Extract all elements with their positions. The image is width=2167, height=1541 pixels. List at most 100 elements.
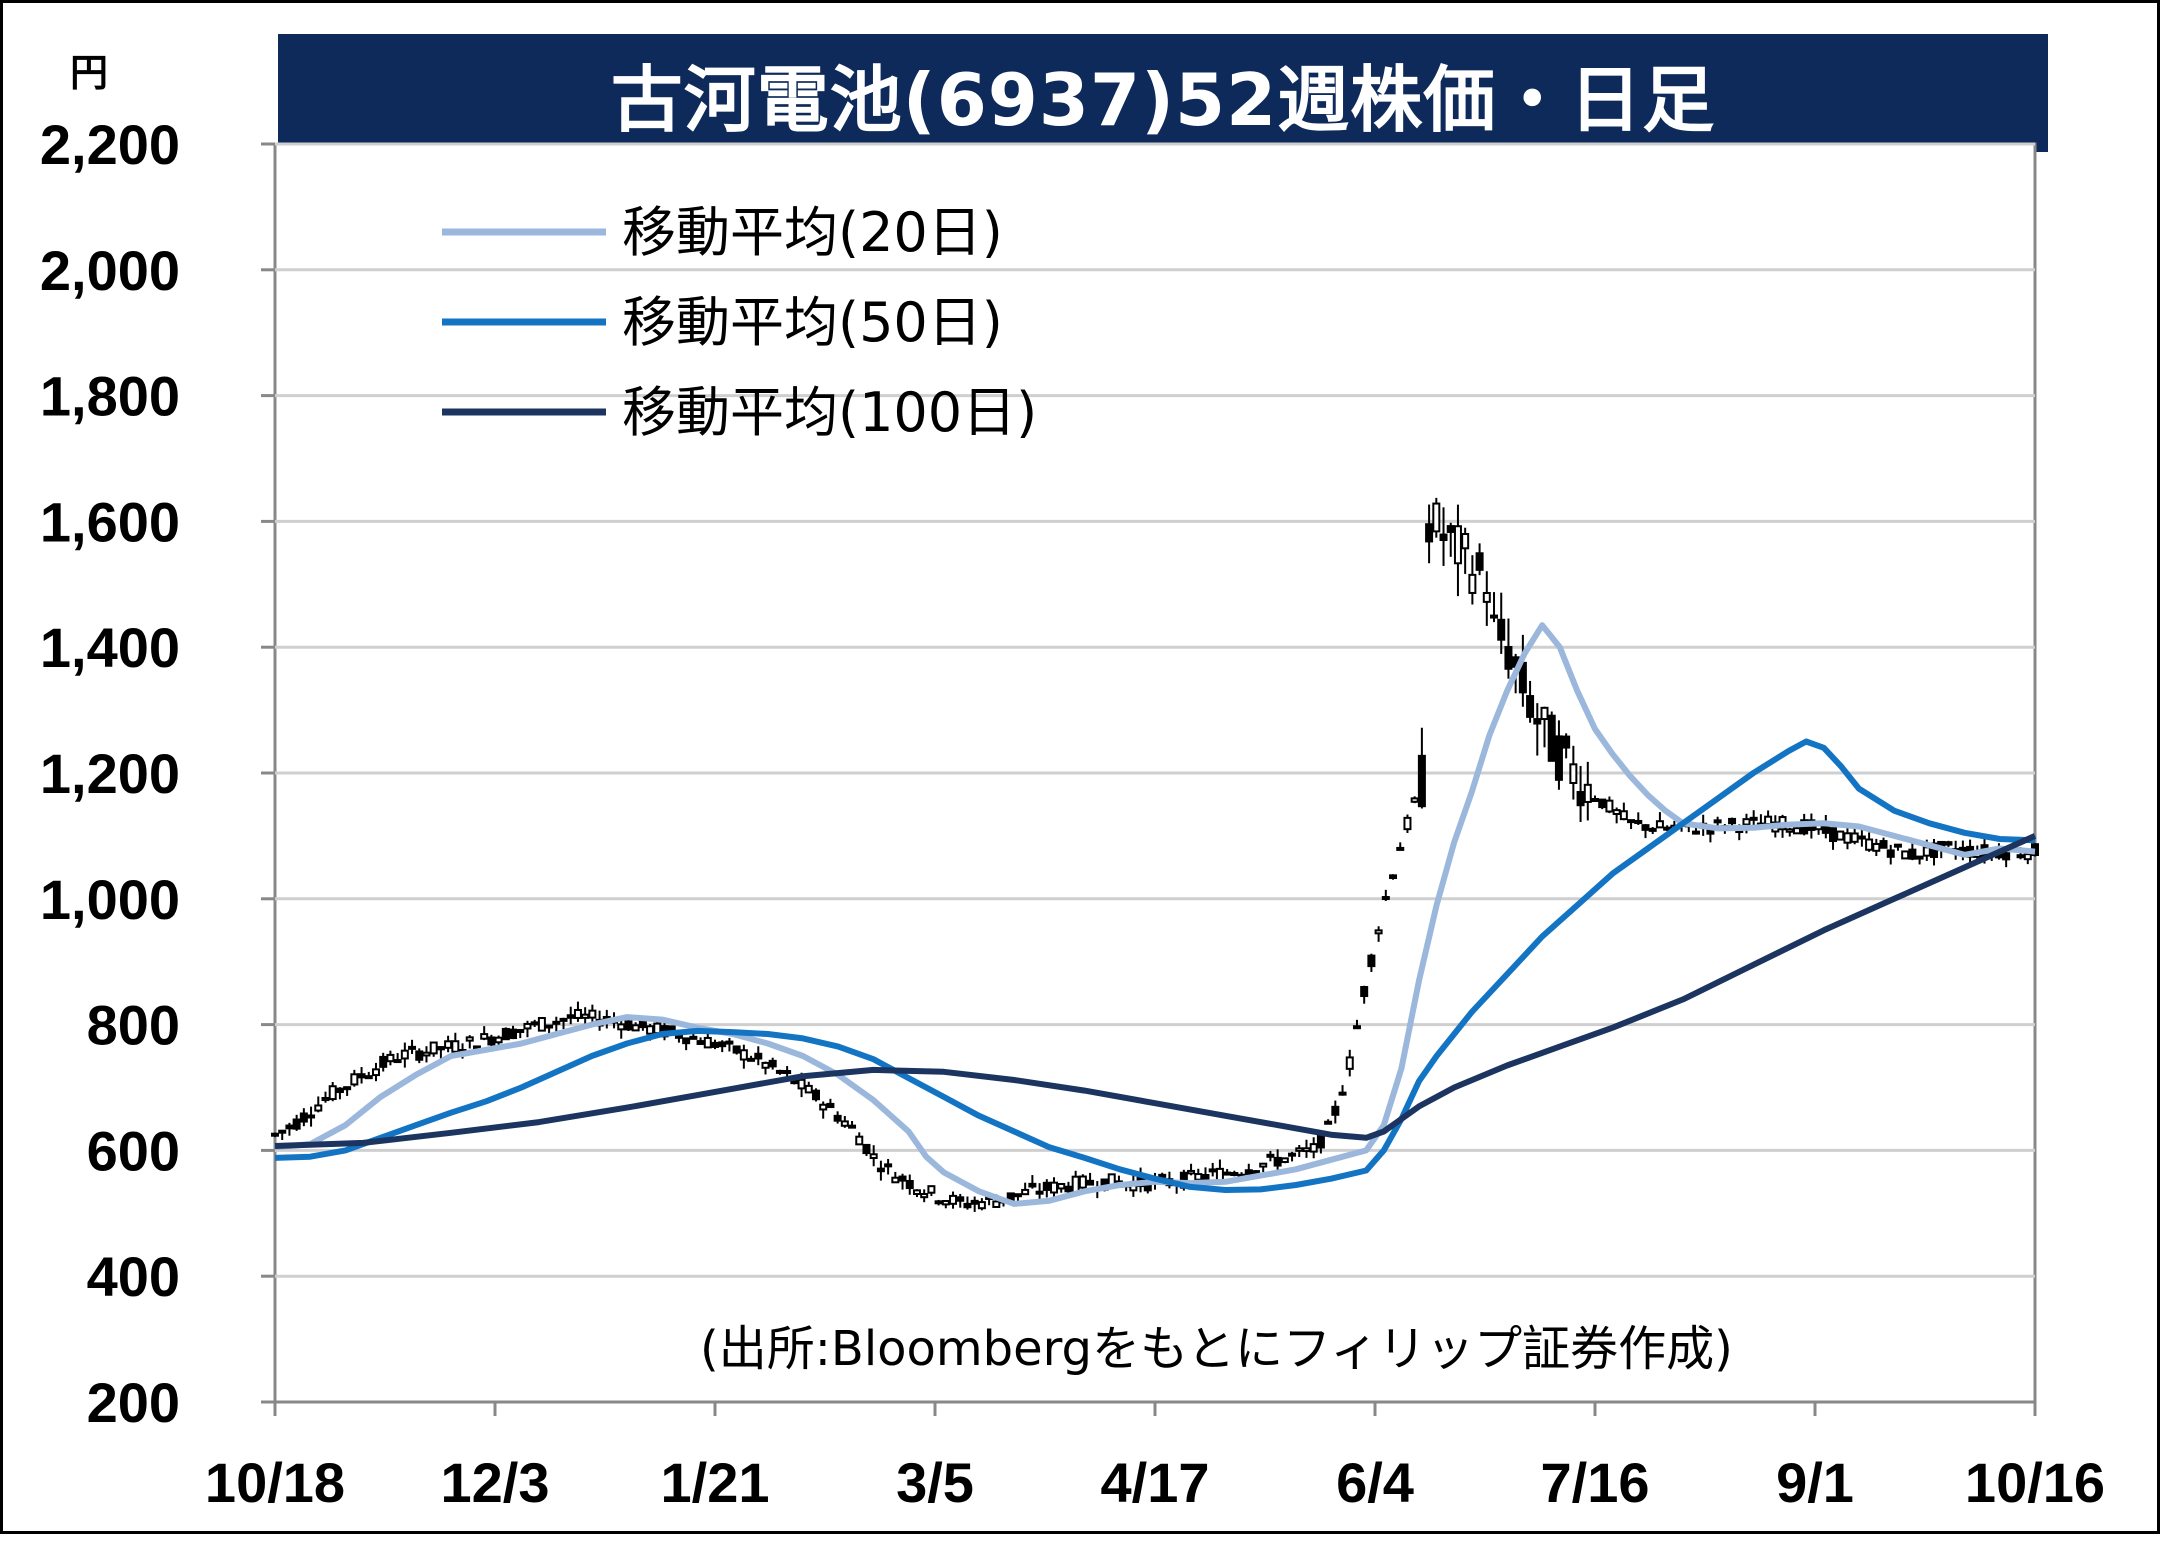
candle-body [934,1200,943,1205]
candle-body [1908,848,1917,860]
candle-body [1475,552,1484,571]
candle-body [1612,809,1621,816]
candle-body [581,1013,590,1019]
candle-body [1829,827,1838,843]
candle-body [1432,502,1441,533]
candle-body [811,1089,820,1101]
candle-body [328,1085,337,1101]
candle-body [422,1051,431,1057]
candle-body [819,1103,828,1111]
candle-body [408,1045,417,1050]
candle-body [970,1199,979,1205]
candle-body [1295,1147,1304,1152]
x-axis-ticks: 10/18 12/3 1/21 3/5 4/17 6/4 7/16 9/1 10/16 [205,1402,2105,1514]
candle-body [1050,1181,1059,1194]
candle-body [371,1068,380,1077]
candle-body [1381,896,1390,901]
candle-body [465,1036,474,1042]
candle-body [292,1118,301,1130]
candle-body [1244,1169,1253,1175]
y-tick-label: 200 [87,1371,180,1434]
candle-body [1410,797,1419,803]
candle-body [530,1021,539,1026]
candle-body [501,1027,510,1041]
candle-body [1605,799,1614,813]
candle-body [537,1016,546,1032]
candle-body [509,1028,518,1040]
candle-body [1215,1167,1224,1182]
y-tick-label: 1,400 [40,616,180,679]
candle-body [451,1040,460,1053]
candle-body [1663,826,1672,831]
candle-body [963,1202,972,1209]
candle-body [1497,618,1506,641]
candle-body [1691,830,1700,835]
candle-body [1345,1056,1354,1070]
candle-body [343,1086,352,1091]
x-tick-label: 4/17 [1101,1451,1210,1514]
candle-body [631,1024,640,1032]
candle-body [487,1036,496,1046]
candle-body [1764,815,1773,826]
candle-body [783,1070,792,1075]
candle-body [1223,1171,1232,1176]
candle-body [1158,1173,1167,1178]
candle-body [429,1041,438,1055]
candle-body [1352,1025,1361,1030]
candle-body [869,1153,878,1160]
candle-body [725,1040,734,1045]
candle-body [588,1009,597,1019]
candle-body [379,1055,388,1068]
candle-body [552,1020,561,1025]
candle-body [992,1200,1001,1208]
candle-body [1468,573,1477,594]
y-axis-ticks: 2,200 2,000 1,800 1,600 1,400 1,200 1,000 800 60… [40,113,275,1434]
candle-body [559,1017,568,1022]
candle-body [840,1120,849,1127]
candle-body [1338,1091,1347,1096]
candle-body [1288,1152,1297,1157]
candle-body [1879,840,1888,849]
candle-body [299,1112,308,1123]
candle-body [1042,1181,1051,1191]
legend: 移動平均(20日) 移動平均(50日) 移動平均(100日) [442,201,1037,444]
x-tick-label: 9/1 [1776,1451,1854,1514]
candle-body [1749,816,1758,821]
x-tick-label: 6/4 [1336,1451,1414,1514]
candle-body [1792,827,1801,835]
candle-body [898,1175,907,1182]
candle-body [1360,986,1369,998]
candle-body [1403,816,1412,831]
candle-body [1028,1182,1037,1188]
y-tick-label: 1,800 [40,365,180,428]
candle-body [1266,1153,1275,1158]
candle-body [1526,695,1535,718]
candle-body [523,1022,532,1030]
candle-body [617,1023,626,1031]
candle-body [444,1040,453,1049]
candle-body [1446,525,1455,533]
candle-body [775,1069,784,1074]
candle-body [566,1014,575,1019]
legend-label: 移動平均(50日) [622,291,1003,354]
candle-body [1259,1162,1268,1168]
y-tick-label: 400 [87,1245,180,1308]
candle-body [1886,849,1895,858]
candle-body [862,1143,871,1155]
x-tick-label: 7/16 [1541,1451,1650,1514]
series-line-1 [274,738,2036,1193]
candle-body [1547,714,1556,762]
candle-body [905,1179,914,1190]
candle-body [977,1201,986,1210]
legend-label: 移動平均(20日) [622,201,1003,264]
chart-title: 古河電池(6937)52週株価・日足 [278,34,2048,152]
y-tick-label: 2,200 [40,113,180,176]
candle-body [1785,828,1794,833]
source-note: (出所:Bloombergをもとにフィリップ証券作成) [700,1321,1733,1377]
candle-body [912,1189,921,1195]
candle-body [855,1135,864,1146]
candle-body [1490,614,1499,619]
candle-body [364,1075,373,1080]
candle-body [711,1041,719,1048]
candle-body [386,1053,395,1063]
